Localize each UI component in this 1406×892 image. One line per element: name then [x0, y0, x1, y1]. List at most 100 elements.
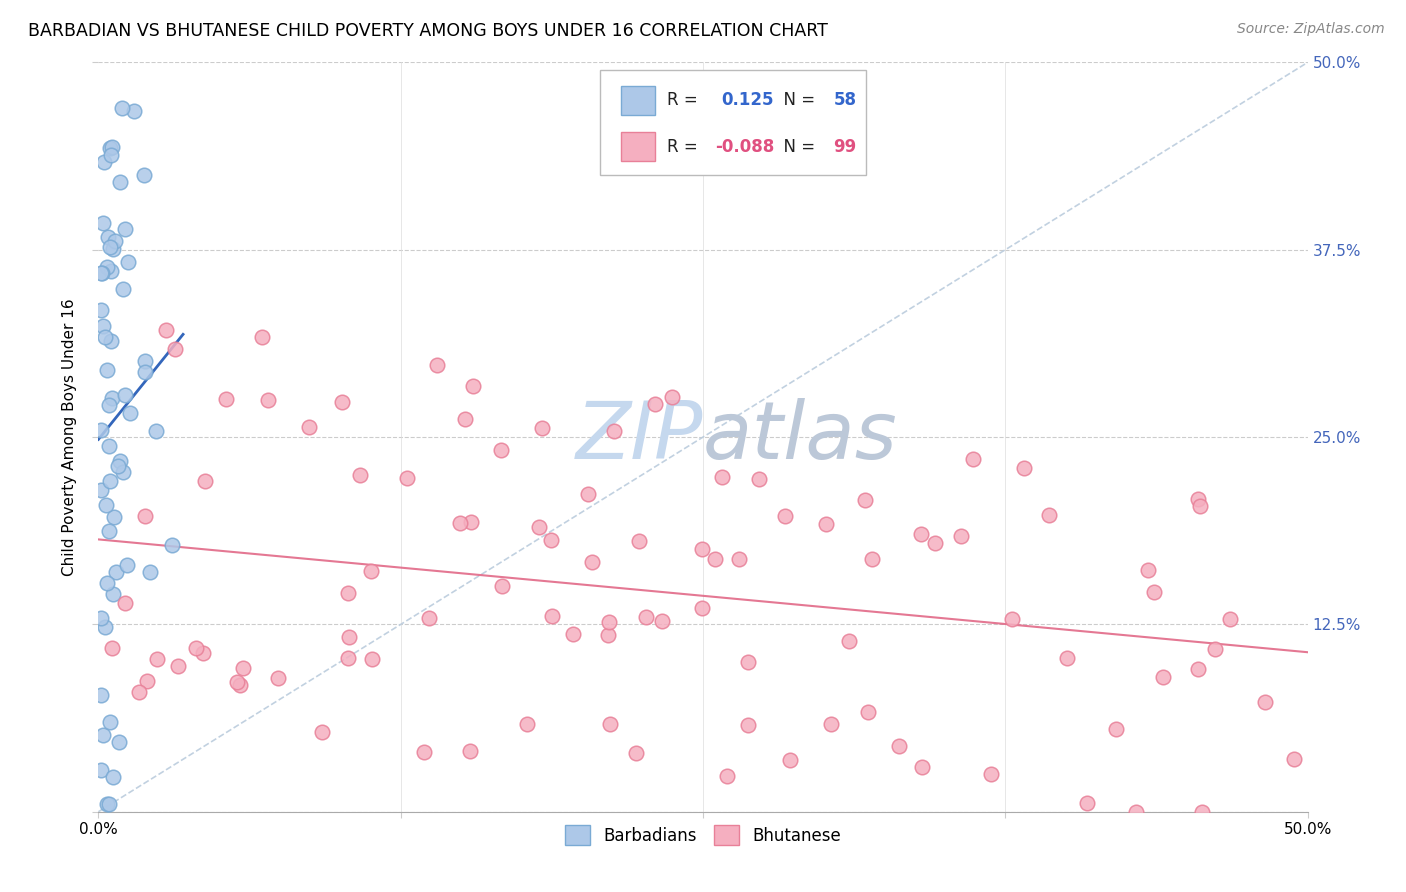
Point	[860, 552, 883, 566]
Point	[1143, 585, 1166, 599]
Point	[491, 442, 513, 457]
Point	[330, 395, 353, 409]
Point	[337, 630, 360, 644]
Point	[924, 536, 946, 550]
Point	[449, 516, 471, 530]
Point	[250, 330, 273, 344]
Text: 58: 58	[834, 92, 856, 110]
Point	[814, 517, 837, 532]
Point	[97, 439, 120, 453]
Point	[395, 471, 418, 485]
Point	[454, 412, 477, 426]
Point	[105, 565, 128, 579]
Point	[598, 615, 620, 629]
Point	[101, 140, 124, 154]
Point	[598, 628, 620, 642]
Point	[651, 615, 673, 629]
Point	[114, 388, 136, 402]
Bar	[621, 133, 655, 161]
Point	[267, 671, 290, 685]
Point	[107, 459, 129, 474]
Point	[229, 678, 252, 692]
Point	[779, 753, 801, 767]
Point	[336, 650, 359, 665]
Point	[226, 675, 249, 690]
Point	[360, 652, 382, 666]
Point	[162, 539, 184, 553]
Point	[136, 674, 159, 689]
Point	[1204, 642, 1226, 657]
Point	[232, 661, 254, 675]
Point	[858, 705, 880, 719]
Point	[460, 744, 482, 758]
Point	[94, 498, 117, 512]
Point	[773, 508, 796, 523]
Point	[184, 641, 207, 656]
Text: R =: R =	[666, 137, 703, 156]
Point	[215, 392, 238, 406]
Point	[101, 770, 124, 784]
Point	[626, 746, 648, 760]
Point	[531, 421, 554, 435]
Point	[163, 342, 186, 356]
Point	[460, 515, 482, 529]
Point	[94, 620, 117, 634]
Text: BARBADIAN VS BHUTANESE CHILD POVERTY AMONG BOYS UNDER 16 CORRELATION CHART: BARBADIAN VS BHUTANESE CHILD POVERTY AMO…	[28, 22, 828, 40]
Text: ZIP: ZIP	[575, 398, 703, 476]
Text: R =: R =	[666, 92, 709, 110]
Point	[516, 717, 538, 731]
Point	[98, 141, 121, 155]
Text: N =: N =	[773, 137, 821, 156]
Point	[1076, 796, 1098, 810]
Point	[134, 168, 156, 182]
Point	[101, 242, 124, 256]
Point	[298, 420, 321, 434]
Point	[962, 451, 984, 466]
Point	[603, 425, 626, 439]
Point	[139, 565, 162, 579]
Point	[117, 255, 139, 269]
Point	[90, 423, 112, 437]
Point	[644, 397, 666, 411]
Point	[108, 735, 131, 749]
Point	[661, 390, 683, 404]
Point	[634, 610, 657, 624]
Point	[349, 468, 371, 483]
Point	[311, 725, 333, 739]
Point	[599, 717, 621, 731]
Point	[576, 487, 599, 501]
Point	[90, 266, 112, 280]
Point	[1254, 695, 1277, 709]
Point	[93, 330, 115, 344]
Point	[146, 652, 169, 666]
Point	[115, 558, 138, 572]
Point	[1187, 491, 1209, 506]
Point	[96, 260, 118, 275]
Point	[134, 353, 156, 368]
Point	[96, 363, 118, 377]
Text: N =: N =	[773, 92, 821, 110]
Point	[1189, 499, 1212, 513]
Point	[748, 472, 770, 486]
Point	[98, 524, 121, 538]
Point	[90, 763, 112, 777]
Point	[737, 718, 759, 732]
Point	[111, 101, 134, 115]
Point	[96, 797, 118, 812]
Point	[100, 263, 122, 277]
Point	[889, 739, 911, 753]
Point	[128, 684, 150, 698]
Point	[910, 527, 932, 541]
Point	[122, 104, 145, 119]
Point	[1038, 508, 1060, 522]
Point	[91, 266, 114, 280]
Point	[716, 769, 738, 783]
Point	[1282, 752, 1305, 766]
Text: atlas: atlas	[703, 398, 898, 476]
Point	[97, 230, 120, 244]
Point	[97, 398, 120, 412]
Point	[426, 358, 449, 372]
Point	[692, 542, 714, 557]
Point	[1012, 460, 1035, 475]
Point	[461, 378, 484, 392]
